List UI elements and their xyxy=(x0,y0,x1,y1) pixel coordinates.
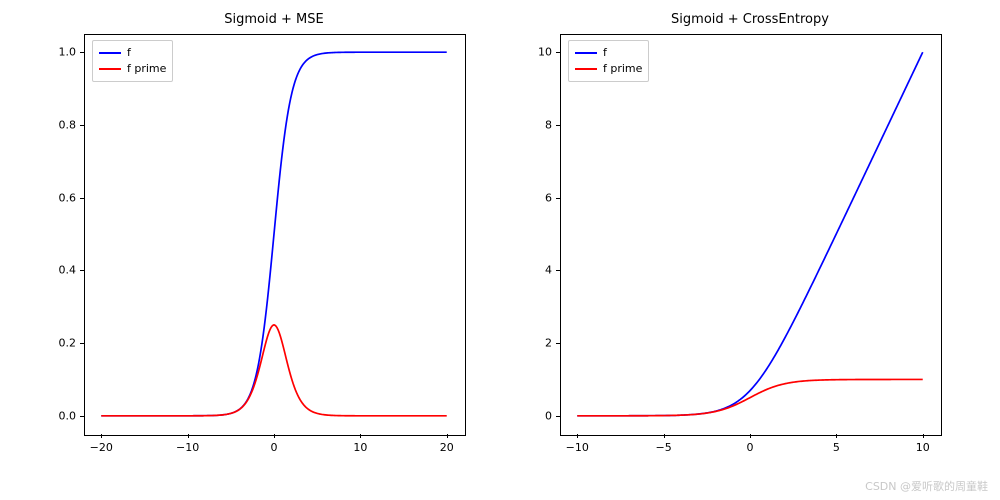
x-tick-label: 10 xyxy=(916,441,930,454)
x-tick xyxy=(101,434,102,438)
x-tick xyxy=(274,434,275,438)
y-tick-label: 2 xyxy=(524,337,552,350)
legend-label: f prime xyxy=(127,61,166,77)
x-tick-label: 0 xyxy=(747,441,754,454)
legend-label: f xyxy=(127,45,131,61)
series-line-f xyxy=(577,52,922,416)
chart-title: Sigmoid + MSE xyxy=(84,12,464,27)
x-tick xyxy=(664,434,665,438)
x-tick-label: 0 xyxy=(271,441,278,454)
y-tick-label: 4 xyxy=(524,264,552,277)
y-tick-label: 8 xyxy=(524,118,552,131)
legend-swatch xyxy=(99,52,121,54)
y-tick-label: 0 xyxy=(524,409,552,422)
series-line-f-prime xyxy=(577,379,922,415)
x-tick xyxy=(577,434,578,438)
legend-swatch xyxy=(575,52,597,54)
legend-item: f prime xyxy=(99,61,166,77)
series-line-f xyxy=(101,52,446,416)
lines-layer xyxy=(560,34,940,434)
watermark-text: CSDN @爱听歌的周童鞋 xyxy=(865,478,988,494)
y-tick-label: 6 xyxy=(524,191,552,204)
legend-item: f prime xyxy=(575,61,642,77)
x-tick-label: 10 xyxy=(353,441,367,454)
x-tick xyxy=(750,434,751,438)
y-tick-label: 1.0 xyxy=(48,46,76,59)
x-tick xyxy=(447,434,448,438)
lines-layer xyxy=(84,34,464,434)
y-tick-label: 0.8 xyxy=(48,118,76,131)
x-tick xyxy=(923,434,924,438)
chart-title: Sigmoid + CrossEntropy xyxy=(560,12,940,27)
x-tick-label: −10 xyxy=(176,441,199,454)
y-tick-label: 0.4 xyxy=(48,264,76,277)
y-tick-label: 0.2 xyxy=(48,337,76,350)
x-tick xyxy=(836,434,837,438)
x-tick-label: 20 xyxy=(440,441,454,454)
x-tick-label: 5 xyxy=(833,441,840,454)
x-tick-label: −20 xyxy=(90,441,113,454)
y-tick-label: 0.6 xyxy=(48,191,76,204)
x-tick-label: −10 xyxy=(566,441,589,454)
legend-swatch xyxy=(99,68,121,70)
series-line-f-prime xyxy=(101,325,446,416)
legend: ff prime xyxy=(568,40,649,82)
legend-item: f xyxy=(99,45,166,61)
legend-swatch xyxy=(575,68,597,70)
x-tick xyxy=(360,434,361,438)
legend-label: f prime xyxy=(603,61,642,77)
legend-label: f xyxy=(603,45,607,61)
y-tick-label: 0.0 xyxy=(48,409,76,422)
legend-item: f xyxy=(575,45,642,61)
x-tick xyxy=(188,434,189,438)
y-tick-label: 10 xyxy=(524,46,552,59)
x-tick-label: −5 xyxy=(656,441,672,454)
figure: Sigmoid + MSE−20−10010200.00.20.40.60.81… xyxy=(0,0,1000,500)
legend: ff prime xyxy=(92,40,173,82)
